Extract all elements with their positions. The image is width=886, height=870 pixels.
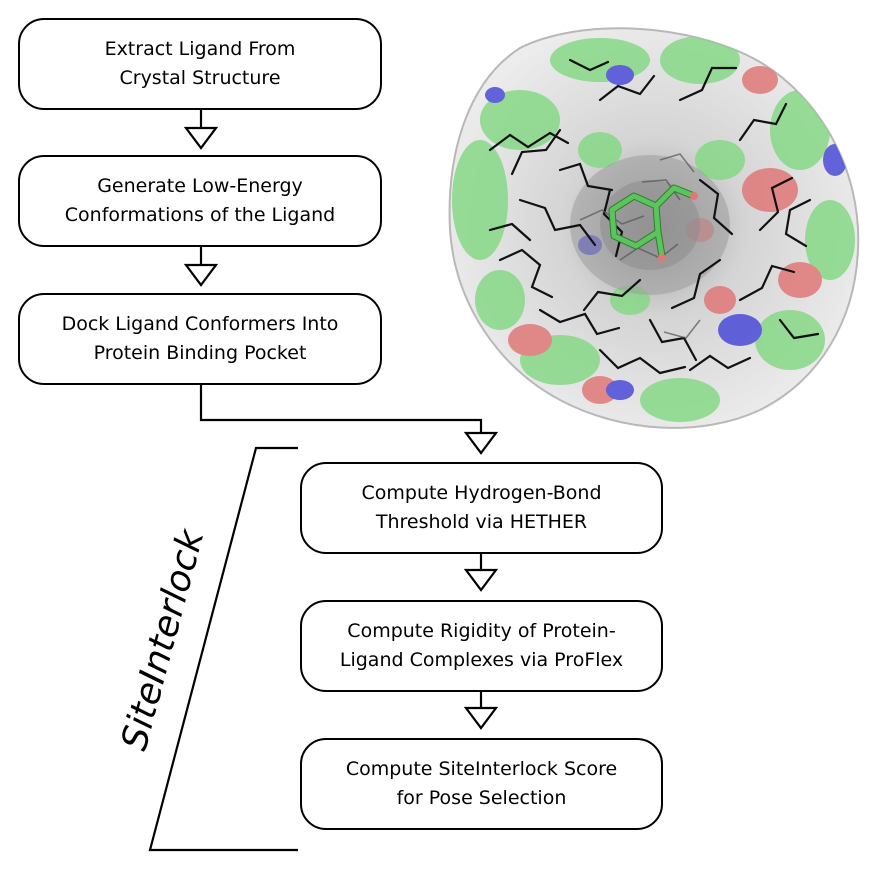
step-text-line2: Ligand Complexes via ProFlex [339, 649, 624, 671]
step-text-line1: Dock Ligand Conformers Into [61, 313, 339, 335]
step-text-line1: Compute Rigidity of Protein- [347, 620, 616, 642]
arrow-down-icon [463, 554, 499, 592]
arrow-down-icon [183, 247, 219, 287]
group-bracket [148, 446, 298, 852]
step-hydrogen-bond-threshold: Compute Hydrogen-Bond Threshold via HETH… [300, 462, 663, 554]
step-dock-conformers: Dock Ligand Conformers Into Protein Bind… [18, 293, 382, 385]
step-text-line1: Generate Low-Energy [97, 175, 303, 197]
step-text-line1: Compute SiteInterlock Score [345, 758, 618, 780]
arrow-down-icon [463, 692, 499, 730]
elbow-arrow-icon [199, 385, 499, 455]
arrow-down-icon [183, 110, 219, 150]
step-text-line2: Conformations of the Ligand [64, 204, 336, 226]
step-text-line1: Compute Hydrogen-Bond [361, 482, 602, 504]
step-text-line1: Extract Ligand From [104, 38, 296, 60]
step-text-line2: for Pose Selection [396, 787, 567, 809]
step-extract-ligand: Extract Ligand From Crystal Structure [18, 18, 382, 110]
step-rigidity-proflex: Compute Rigidity of Protein- Ligand Comp… [300, 600, 663, 692]
step-text-line2: Protein Binding Pocket [93, 342, 307, 364]
step-text-line2: Threshold via HETHER [375, 511, 588, 533]
step-text-line2: Crystal Structure [119, 67, 281, 89]
step-generate-conformations: Generate Low-Energy Conformations of the… [18, 155, 382, 247]
step-siteinterlock-score: Compute SiteInterlock Score for Pose Sel… [300, 738, 663, 830]
